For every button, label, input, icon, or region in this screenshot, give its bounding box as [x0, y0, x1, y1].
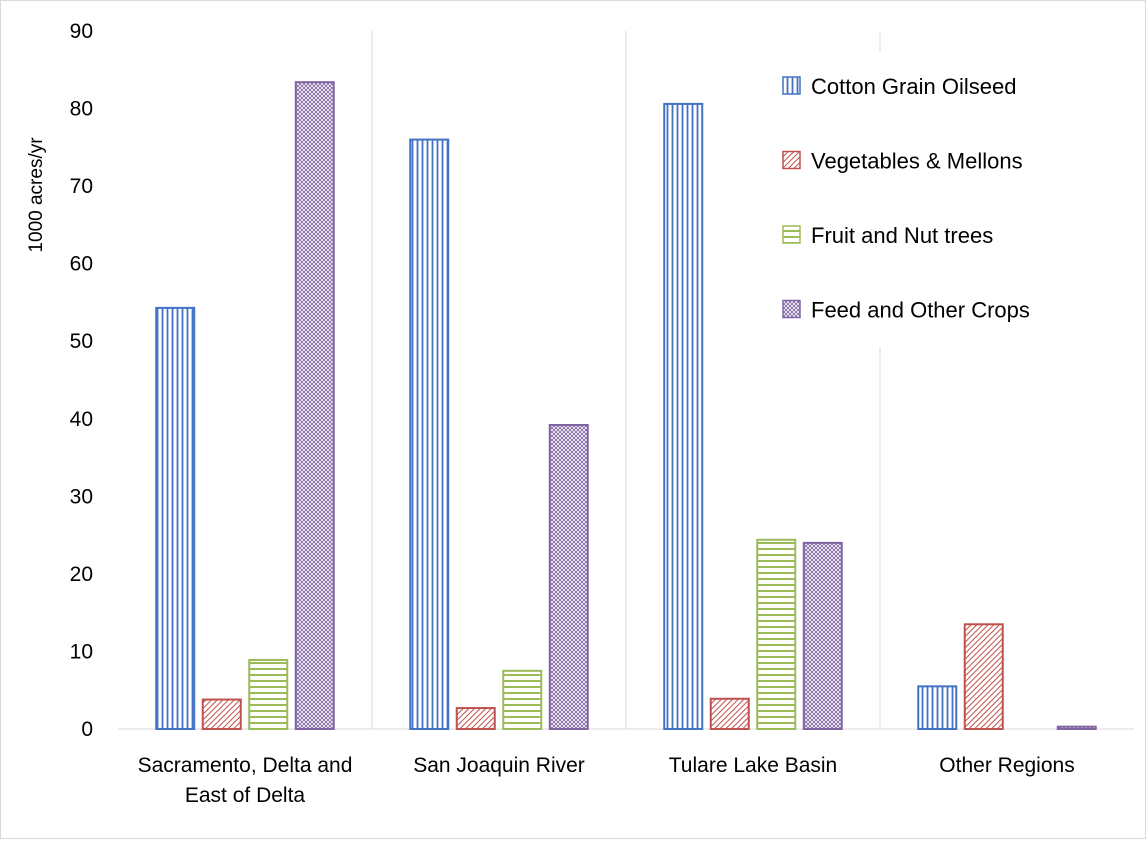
- y-tick-label: 10: [70, 640, 93, 663]
- legend-background: [765, 52, 1085, 347]
- legend-swatch: [782, 225, 801, 244]
- legend-label: Fruit and Nut trees: [811, 223, 993, 248]
- y-tick-label: 50: [70, 330, 93, 353]
- y-tick-label: 30: [70, 485, 93, 508]
- bar-4-4: [1056, 725, 1097, 731]
- bar-3-2: [502, 669, 543, 730]
- bar-1-2: [409, 138, 450, 731]
- bar-2-1: [201, 698, 242, 730]
- legend-label: Feed and Other Crops: [811, 298, 1030, 323]
- bar-2-4: [963, 623, 1004, 730]
- category-label: East of Delta: [185, 784, 306, 807]
- legend-swatch: [782, 150, 801, 170]
- category-label: San Joaquin River: [413, 754, 585, 777]
- y-tick-label: 0: [81, 718, 93, 741]
- category-label: Sacramento, Delta and: [138, 754, 353, 777]
- y-tick-label: 70: [70, 175, 93, 198]
- legend-swatch: [782, 299, 801, 319]
- bar-1-4: [917, 685, 958, 730]
- bar-1-3: [663, 102, 704, 730]
- legend-label: Vegetables & Mellons: [811, 149, 1023, 174]
- y-tick-label: 90: [70, 20, 93, 43]
- category-label: Tulare Lake Basin: [669, 754, 837, 777]
- y-axis-title: 1000 acres/yr: [26, 137, 47, 253]
- category-label: Other Regions: [939, 754, 1074, 777]
- y-tick-label: 80: [70, 98, 93, 121]
- y-tick-label: 20: [70, 563, 93, 586]
- bar-4-3: [802, 541, 843, 730]
- legend-label: Cotton Grain Oilseed: [811, 74, 1016, 99]
- bar-3-3: [756, 538, 797, 731]
- y-tick-label: 40: [70, 408, 93, 431]
- bar-2-3: [709, 697, 750, 731]
- bar-2-2: [455, 707, 496, 730]
- bar-3-1: [248, 658, 289, 731]
- bar-4-1: [294, 81, 335, 731]
- bar-4-2: [548, 423, 589, 730]
- bar-1-1: [155, 306, 196, 730]
- legend-swatch: [782, 76, 801, 95]
- y-tick-label: 60: [70, 253, 93, 276]
